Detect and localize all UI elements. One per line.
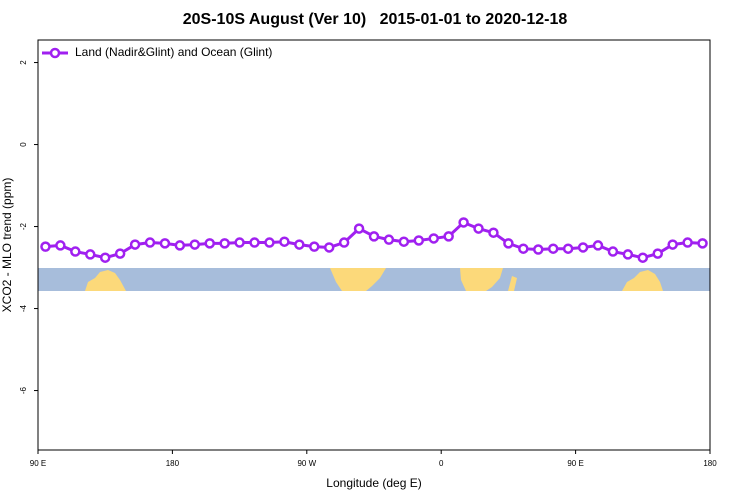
point <box>637 252 649 263</box>
point <box>383 234 395 245</box>
plot-frame <box>37 39 711 451</box>
point <box>547 243 559 254</box>
chart-title: 20S-10S August (Ver 10) 2015-01-01 to 20… <box>183 11 568 28</box>
land <box>330 268 386 291</box>
land <box>508 276 517 291</box>
point <box>323 242 335 253</box>
point <box>294 239 305 250</box>
point <box>85 249 96 260</box>
point <box>40 241 51 252</box>
y-tick-label: -4 <box>19 304 28 312</box>
point <box>114 248 126 259</box>
y-tick-label: 2 <box>19 60 28 65</box>
legend-label: Land (Nadir&Glint) and Ocean (Glint) <box>75 45 272 59</box>
point <box>518 243 529 254</box>
point <box>577 242 589 253</box>
x-tick-label: 180 <box>166 459 180 468</box>
point <box>174 240 186 251</box>
land <box>460 268 503 291</box>
point <box>204 238 215 249</box>
map-band <box>38 268 710 291</box>
legend-marker <box>49 47 61 59</box>
x-axis-label: Longitude (deg E) <box>326 476 421 490</box>
point <box>249 237 260 248</box>
point <box>682 237 693 248</box>
x-tick-label: 180 <box>703 459 717 468</box>
land <box>622 270 663 291</box>
point <box>562 243 574 254</box>
point <box>219 238 230 249</box>
point <box>458 217 469 228</box>
point <box>652 248 663 259</box>
x-tick-label: 90 W <box>297 459 316 468</box>
point <box>264 237 275 248</box>
point <box>338 237 350 248</box>
point <box>592 240 604 251</box>
point <box>488 227 499 238</box>
point <box>533 244 544 255</box>
point <box>443 231 454 242</box>
y-axis-label: XCO2 - MLO trend (ppm) <box>0 178 14 313</box>
x-tick-label: 90 E <box>30 459 46 468</box>
point <box>159 238 171 249</box>
point <box>503 238 514 249</box>
y-tick-label: 0 <box>19 142 28 147</box>
y-tick-label: -6 <box>19 386 28 394</box>
point <box>55 240 66 251</box>
x-tick-label: 90 E <box>567 459 583 468</box>
point <box>189 239 201 250</box>
point <box>70 246 81 257</box>
point <box>368 231 380 242</box>
point <box>428 233 439 244</box>
point <box>607 246 619 257</box>
point <box>398 236 410 247</box>
point <box>697 238 708 249</box>
point <box>667 239 678 250</box>
x-tick-label: 0 <box>439 459 444 468</box>
point <box>473 223 484 234</box>
point <box>622 249 634 260</box>
point <box>129 239 141 250</box>
point <box>144 237 156 248</box>
land <box>85 270 126 291</box>
point <box>413 235 425 246</box>
point <box>279 236 290 247</box>
y-tick-label: -2 <box>19 222 28 230</box>
point <box>309 241 320 252</box>
point <box>353 223 365 234</box>
point <box>99 252 111 263</box>
point <box>234 237 245 248</box>
